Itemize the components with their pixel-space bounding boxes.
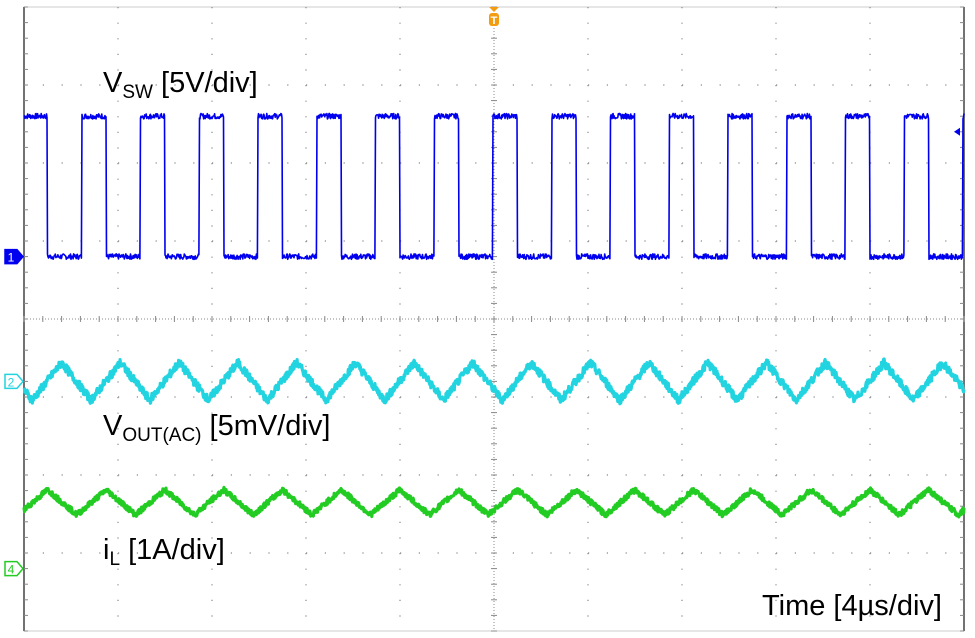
- trigger-label: T: [491, 15, 498, 27]
- channel-marker-shape: [4, 373, 24, 390]
- channel-2-marker: 2: [4, 373, 24, 390]
- vsw-label-scale: [5V/div]: [152, 67, 258, 99]
- il-label-main: i: [103, 534, 110, 566]
- channel-1-marker: 1: [4, 248, 24, 265]
- il-label: iL [1A/div]: [103, 534, 225, 570]
- vsw-label-main: V: [103, 67, 123, 99]
- vout-label-main: V: [103, 410, 123, 442]
- trigger-arrow-icon: [489, 7, 499, 12]
- vout-label: VOUT(AC) [5mV/div]: [103, 410, 331, 446]
- channel-marker-label: 1: [8, 251, 15, 265]
- trace-vsw: [23, 112, 965, 261]
- trigger-badge: [489, 13, 499, 26]
- trace-il: [22, 485, 966, 519]
- trace-voutac: [22, 357, 966, 406]
- trigger-marker: T: [489, 7, 499, 27]
- grid: [23, 6, 965, 632]
- channel-marker-shape: [4, 248, 24, 265]
- vsw-label: VSW [5V/div]: [103, 67, 258, 103]
- channel-marker-label: 2: [8, 375, 15, 389]
- channel-marker-label: 4: [8, 563, 15, 577]
- traces: [22, 112, 966, 519]
- il-label-sub: L: [109, 549, 121, 570]
- vout-label-sub: OUT(AC): [122, 425, 202, 446]
- vout-label-scale: [5mV/div]: [201, 410, 331, 442]
- channel-markers: 1 2 4 T: [4, 7, 960, 577]
- channel-marker-shape: [4, 560, 24, 577]
- channel-4-marker: 4: [4, 560, 24, 577]
- vsw-label-sub: SW: [122, 82, 153, 103]
- trigger-level-arrow-icon: [954, 127, 960, 136]
- time-scale-label: Time [4µs/div]: [761, 590, 942, 622]
- il-label-scale: [1A/div]: [120, 534, 225, 566]
